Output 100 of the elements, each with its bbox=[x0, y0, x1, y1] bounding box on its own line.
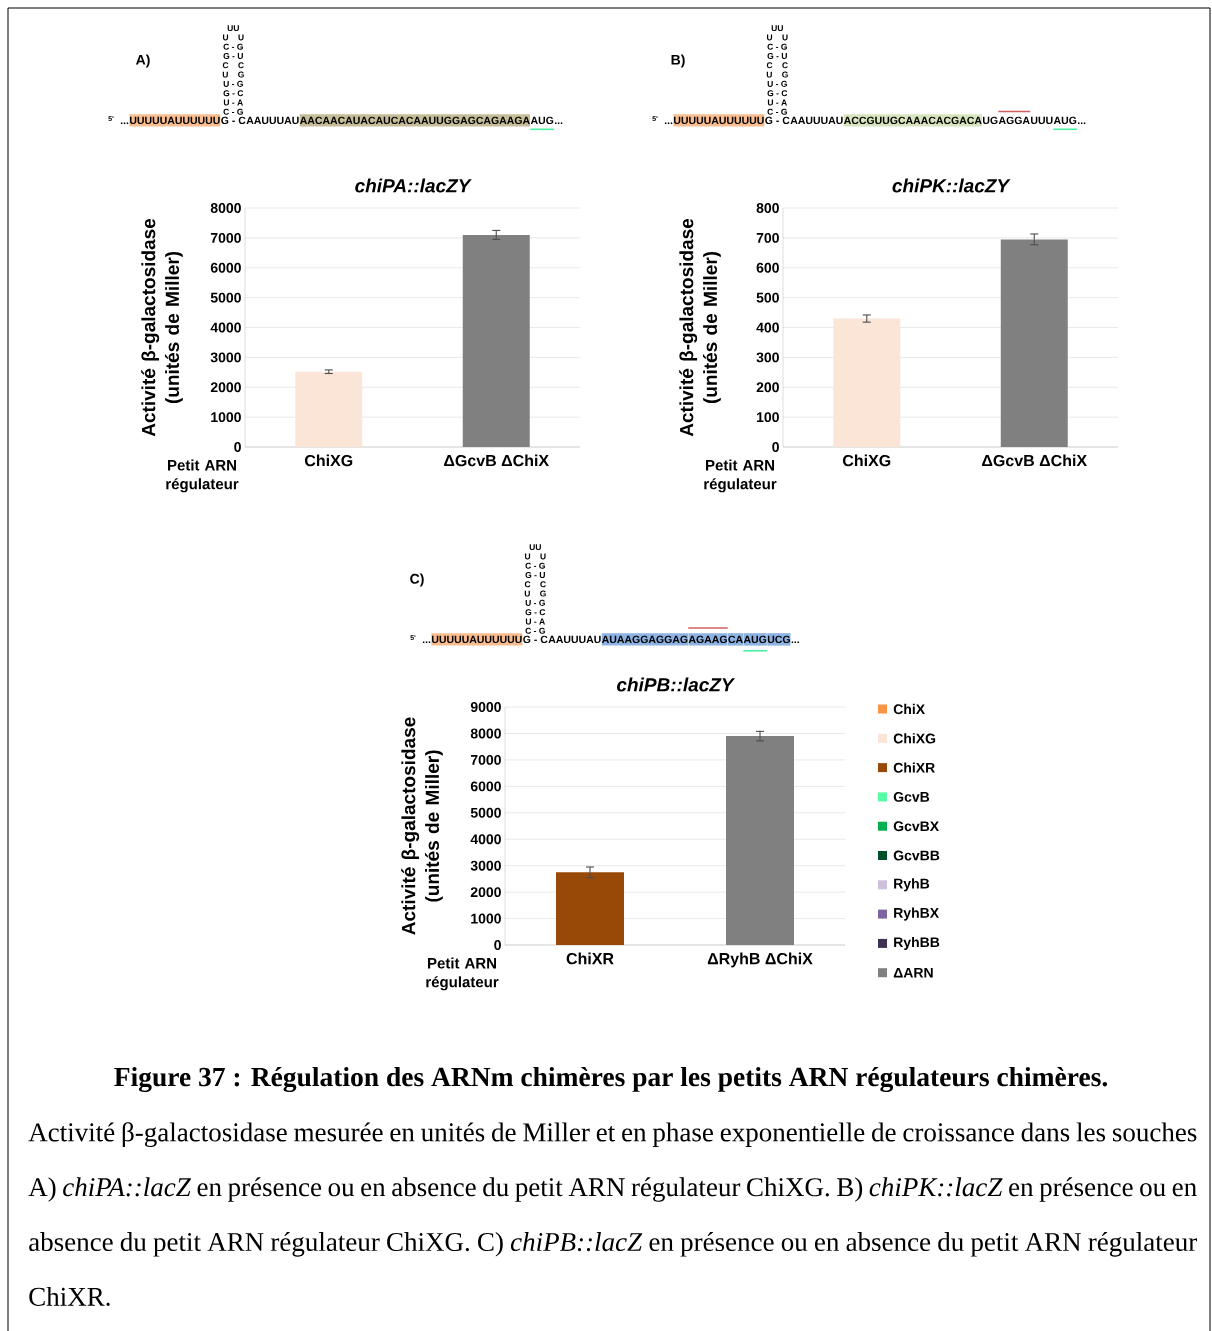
legend-label: RyhBB bbox=[894, 936, 940, 950]
text: U - G bbox=[223, 80, 243, 87]
text: CA bbox=[728, 635, 743, 644]
y-tick-label: 700 bbox=[756, 232, 779, 243]
text: C - G bbox=[525, 562, 545, 569]
y-tick-label: 0 bbox=[234, 442, 241, 452]
text: G - U bbox=[223, 52, 243, 59]
legend-label: GcvBX bbox=[893, 821, 939, 832]
text: AGAAG bbox=[688, 635, 727, 644]
text: C C bbox=[222, 62, 244, 69]
text: C) bbox=[410, 573, 424, 587]
y-tick-label: 7000 bbox=[470, 754, 501, 765]
text: U - A bbox=[525, 618, 545, 625]
y-tick-label: 3000 bbox=[210, 352, 241, 363]
x-axis-title: Petit ARN régulateur bbox=[426, 957, 499, 991]
chart-title: chiPK::lacZY bbox=[892, 178, 1011, 193]
y-tick-label: 800 bbox=[756, 203, 779, 213]
y-tick-label: 7000 bbox=[210, 232, 241, 243]
text: UU bbox=[529, 544, 541, 551]
text: ... bbox=[791, 641, 799, 644]
legend-label: GcvB bbox=[893, 791, 930, 802]
text: UUUUUAUUUUUU bbox=[673, 116, 764, 125]
x-tick-label: ChiXG bbox=[304, 454, 353, 467]
text: UCG bbox=[767, 635, 790, 644]
text: Activité β-galactosidase mesurée en unités de Miller et en phase exponentielle de croissance dans les souches A) chiPA::lacZ en présence ou en absence du petit ARN régulateur ChiXG. B) chiPK::lacZ en présence ou en absence du petit ARN régulateur ChiXG. C) chiPB::lacZ en présence ou en absence du petit ARN régulateur ChiXR. bbox=[28, 1122, 1197, 1307]
y-tick-label: 1000 bbox=[211, 412, 241, 423]
text: U - A bbox=[223, 99, 243, 106]
y-tick-label: 9000 bbox=[470, 702, 501, 712]
text: U U bbox=[222, 34, 244, 41]
y-tick-label: 2000 bbox=[470, 887, 501, 898]
text: G - C bbox=[765, 116, 790, 125]
text: U U bbox=[766, 34, 788, 41]
text: G - C bbox=[523, 635, 548, 644]
text: ... bbox=[554, 122, 563, 124]
text: G - C bbox=[221, 116, 246, 125]
x-axis-title: Petit ARN régulateur bbox=[166, 459, 239, 493]
text: AAUUUAU bbox=[548, 635, 601, 644]
y-tick-label: 3000 bbox=[470, 860, 501, 871]
text: G - C bbox=[223, 90, 244, 97]
text: C - G bbox=[767, 43, 787, 50]
text: U - A bbox=[767, 99, 787, 106]
y-tick-label: 8000 bbox=[210, 203, 241, 213]
y-tick-label: 300 bbox=[756, 352, 779, 363]
text: C C bbox=[524, 581, 546, 588]
x-axis-title: Petit ARN régulateur bbox=[704, 459, 777, 493]
text: U G bbox=[524, 590, 546, 597]
legend-label: ChiX bbox=[893, 703, 925, 715]
y-tick-label: 100 bbox=[757, 412, 779, 423]
text: G - C bbox=[525, 609, 546, 616]
text: UUUUUAUUUUUU bbox=[129, 116, 220, 125]
y-tick-label: 4000 bbox=[470, 834, 501, 845]
text: UG bbox=[982, 116, 998, 125]
text: G - C bbox=[767, 90, 788, 97]
text: UU bbox=[227, 25, 239, 32]
text: AUAAGGAGGAG bbox=[601, 635, 688, 644]
text: U G bbox=[766, 71, 788, 78]
y-tick-label: 500 bbox=[756, 292, 779, 303]
y-tick-label: 4000 bbox=[210, 322, 241, 333]
text: C C bbox=[766, 62, 788, 69]
y-tick-label: 2000 bbox=[210, 382, 241, 393]
text: U U bbox=[524, 553, 546, 560]
y-tick-label: 5000 bbox=[210, 292, 241, 303]
text: ... bbox=[1078, 122, 1086, 124]
y-axis-title: Activité β-galactosidase (unités de Miller) bbox=[679, 218, 721, 437]
text: UUUUUAUUUUUU bbox=[431, 635, 522, 644]
y-tick-label: 8000 bbox=[470, 728, 501, 739]
y-tick-label: 0 bbox=[494, 940, 501, 950]
legend-label: GcvBB bbox=[893, 850, 940, 861]
y-tick-label: 6000 bbox=[210, 262, 241, 273]
text: C - G bbox=[223, 43, 243, 50]
text: UU bbox=[771, 25, 783, 32]
legend-label: ChiXR bbox=[893, 762, 935, 773]
y-axis-title: Activité β-galactosidase (unités de Miller) bbox=[141, 218, 183, 437]
text: G - U bbox=[767, 52, 787, 59]
chart-title: chiPA::lacZY bbox=[355, 178, 472, 193]
text: C - G bbox=[525, 627, 545, 634]
y-tick-label: 0 bbox=[772, 442, 779, 452]
text: AUG bbox=[530, 116, 554, 125]
legend-label: ΔARN bbox=[893, 967, 933, 978]
y-tick-label: 400 bbox=[756, 322, 779, 333]
text: AUG bbox=[1053, 116, 1077, 125]
text: AACAACAUACAUCACAAUUGGAGCAGAAGA bbox=[299, 116, 530, 125]
chart-title: chiPB::lacZY bbox=[616, 677, 736, 692]
y-tick-label: 6000 bbox=[470, 781, 501, 792]
y-tick-label: 600 bbox=[756, 262, 779, 273]
text: G - U bbox=[525, 571, 545, 578]
text: B) bbox=[671, 54, 685, 68]
y-tick-label: 200 bbox=[756, 382, 779, 393]
text: UUU bbox=[1031, 116, 1053, 125]
y-tick-label: 1000 bbox=[471, 913, 501, 924]
text: ... bbox=[120, 122, 129, 124]
legend-label: ChiXG bbox=[893, 733, 936, 744]
y-tick-label: 5000 bbox=[470, 807, 501, 818]
y-axis-title: Activité β-galactosidase (unités de Miller) bbox=[401, 717, 443, 935]
text: AAUUUAU bbox=[790, 116, 843, 125]
text: C - G bbox=[223, 108, 243, 115]
x-tick-label: ΔGcvB ΔChiX bbox=[444, 454, 549, 467]
text: ACCGUUGCAAACACGACA bbox=[843, 116, 982, 125]
text: AUG bbox=[743, 635, 767, 644]
legend-label: RyhBX bbox=[894, 907, 939, 921]
